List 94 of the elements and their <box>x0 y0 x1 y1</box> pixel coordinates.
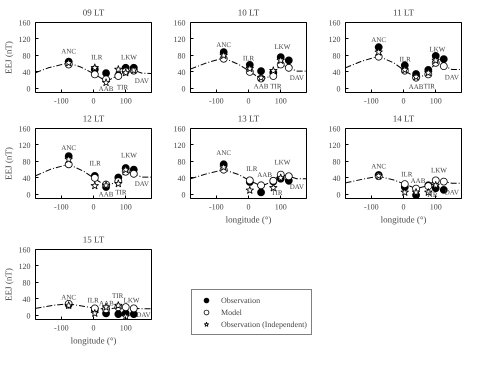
x-tick-label: -100 <box>364 202 379 212</box>
point <box>269 66 278 74</box>
y-tick-label: 80 <box>22 278 30 288</box>
y-tick-label: 0 <box>336 190 340 200</box>
x-tick-label: -100 <box>54 202 69 212</box>
point <box>90 308 99 317</box>
y-tick-label: 120 <box>174 140 186 150</box>
point <box>440 55 448 64</box>
y-tick-label: 160 <box>328 18 340 28</box>
x-axis-title: longitude (°) <box>70 336 116 346</box>
point <box>400 180 409 188</box>
legend-label: Model <box>221 306 242 318</box>
legend-label: Observation (Independent) <box>221 318 307 330</box>
x-tick-label: 0 <box>402 202 406 212</box>
y-tick-label: 80 <box>178 51 186 60</box>
point <box>90 70 99 78</box>
x-tick-label: 0 <box>246 202 250 212</box>
y-tick-label: 0 <box>336 84 340 94</box>
y-tick-label: 80 <box>178 157 186 166</box>
y-tick-label: 40 <box>332 68 340 77</box>
chart-title: 13 LT <box>238 114 260 124</box>
x-tick-label: 100 <box>274 96 287 106</box>
chart-title: 15 LT <box>82 234 105 244</box>
x-tick-label: -100 <box>54 324 69 332</box>
point <box>114 65 123 74</box>
x-tick-label: -100 <box>208 202 224 212</box>
point <box>440 178 448 186</box>
y-tick-label: 0 <box>26 190 30 200</box>
y-tick-label: 120 <box>18 34 30 44</box>
point <box>90 174 99 182</box>
x-tick-label: 100 <box>274 202 287 212</box>
y-tick-label: 120 <box>174 34 186 44</box>
x-tick-label: 100 <box>430 96 442 106</box>
point <box>130 304 138 312</box>
x-tick-label: 0 <box>92 96 96 106</box>
chart-title: 12 LT <box>82 114 105 124</box>
y-tick-label: 160 <box>18 124 30 134</box>
y-tick-label: 0 <box>182 190 186 200</box>
y-tick-label: 160 <box>328 124 340 134</box>
x-tick-label: 0 <box>402 96 406 106</box>
x-tick-label: 100 <box>120 324 132 332</box>
point <box>284 172 293 180</box>
point <box>284 56 293 64</box>
chart-title: 09 LT <box>82 8 105 18</box>
y-tick-label: 160 <box>18 246 30 254</box>
point <box>440 62 448 70</box>
x-tick-label: -100 <box>208 96 224 106</box>
chart-title: 10 LT <box>238 8 260 18</box>
y-tick-label: 40 <box>178 68 186 77</box>
legend-label: Observation <box>221 294 260 306</box>
point <box>102 78 110 86</box>
y-tick-label: 80 <box>332 157 340 166</box>
x-axis-title: longitude (°) <box>380 214 426 224</box>
x-tick-label: 0 <box>246 96 250 106</box>
y-tick-label: 40 <box>22 68 30 77</box>
point <box>130 170 138 178</box>
y-tick-label: 40 <box>22 174 30 183</box>
x-tick-label: 100 <box>120 202 132 212</box>
y-tick-label: 0 <box>182 84 186 94</box>
x-tick-label: -100 <box>54 96 69 106</box>
y-tick-label: 40 <box>332 174 340 183</box>
point <box>90 181 99 190</box>
point <box>246 186 254 194</box>
chart-title: 11 LT <box>392 8 415 18</box>
point <box>284 64 293 72</box>
chart-title: 14 LT <box>392 114 415 124</box>
y-tick-label: 40 <box>178 174 186 183</box>
point <box>114 310 122 318</box>
point <box>257 67 265 75</box>
y-tick-label: 120 <box>328 140 340 150</box>
point <box>257 181 265 190</box>
y-tick-label: 160 <box>174 18 186 28</box>
y-tick-label: 80 <box>22 157 30 166</box>
x-tick-label: 0 <box>92 324 96 332</box>
y-tick-label: 160 <box>18 18 30 28</box>
y-tick-label: 120 <box>18 262 30 271</box>
x-tick-label: 100 <box>430 202 442 212</box>
y-tick-label: 0 <box>26 84 30 94</box>
y-axis-title: EEJ (nT) <box>4 41 14 74</box>
point <box>257 188 265 196</box>
y-tick-label: 120 <box>328 34 340 44</box>
y-tick-label: 160 <box>174 124 186 134</box>
x-tick-label: 0 <box>92 202 96 212</box>
y-tick-label: 120 <box>18 140 30 150</box>
x-tick-label: 100 <box>120 96 132 106</box>
x-tick-label: -100 <box>364 96 379 106</box>
x-axis-title: longitude (°) <box>226 214 272 224</box>
y-tick-label: 40 <box>22 294 30 304</box>
point <box>122 303 130 312</box>
y-tick-label: 0 <box>26 311 30 320</box>
y-axis-title: EEJ (nT) <box>4 268 14 301</box>
y-tick-label: 80 <box>332 51 340 60</box>
y-tick-label: 80 <box>22 51 30 60</box>
y-axis-title: EEJ (nT) <box>4 147 14 180</box>
